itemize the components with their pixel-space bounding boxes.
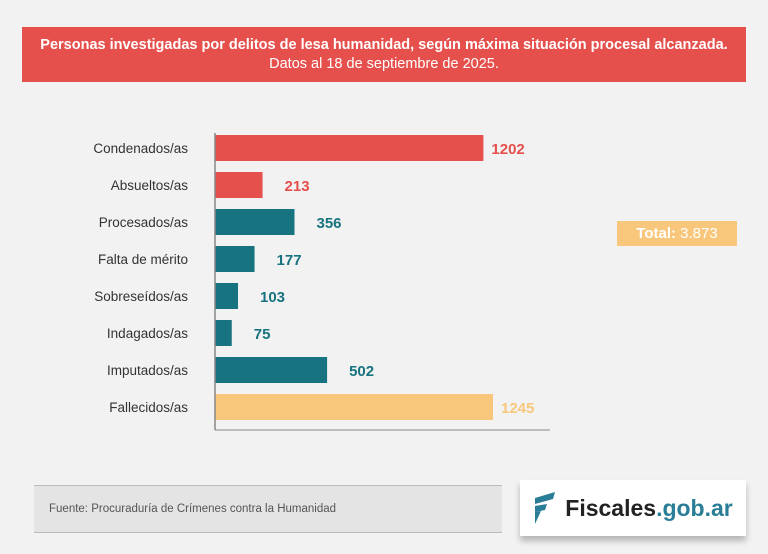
value-label: 177: [277, 252, 302, 269]
category-label: Imputados/as: [107, 363, 188, 378]
value-label: 75: [254, 326, 271, 343]
value-label: 103: [260, 289, 285, 306]
chart-title: Personas investigadas por delitos de les…: [22, 27, 746, 82]
value-label: 213: [285, 178, 310, 195]
bar: [215, 394, 493, 420]
category-label: Condenados/as: [93, 141, 188, 156]
category-label: Indagados/as: [107, 326, 188, 341]
bar: [215, 283, 238, 309]
value-label: 1245: [501, 400, 534, 417]
fiscales-logo: Fiscales .gob.ar: [520, 480, 746, 536]
category-label: Procesados/as: [99, 215, 189, 230]
bar: [215, 246, 255, 272]
bar: [215, 172, 263, 198]
category-label: Sobreseídos/as: [94, 289, 188, 304]
bar: [215, 320, 232, 346]
logo-f-icon: [535, 492, 556, 524]
bar: [215, 135, 484, 161]
total-badge: Total: 3.873: [617, 221, 737, 246]
category-label: Fallecidos/as: [109, 400, 188, 415]
bar: [215, 209, 295, 235]
value-label: 356: [316, 215, 341, 232]
source-note: Fuente: Procuraduría de Crímenes contra …: [34, 485, 502, 533]
bar: [215, 357, 328, 383]
category-label: Falta de mérito: [98, 252, 188, 267]
value-label: 1202: [491, 141, 524, 158]
category-label: Absueltos/as: [111, 178, 189, 193]
value-label: 502: [349, 363, 374, 380]
